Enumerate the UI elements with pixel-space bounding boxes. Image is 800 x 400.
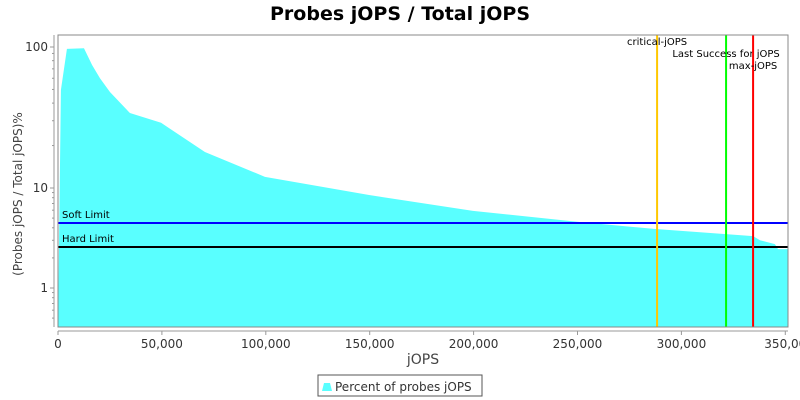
y-tick-label: 1 (40, 281, 48, 295)
x-tick-label: 200,000 (449, 337, 499, 351)
x-tick-label: 300,000 (657, 337, 707, 351)
limit-label: Soft Limit (62, 210, 110, 221)
marker-label: critical-jOPS (627, 37, 687, 48)
marker-label: Last Success for jOPS (672, 49, 779, 60)
y-tick-label: 100 (25, 40, 48, 54)
marker-label: max-jOPS (729, 61, 777, 72)
x-tick-label: 250,000 (553, 337, 603, 351)
area-series (58, 48, 788, 327)
x-tick-label: 50,000 (141, 337, 183, 351)
legend: Percent of probes jOPS (317, 374, 483, 397)
limit-label: Hard Limit (62, 234, 114, 245)
chart-title: Probes jOPS / Total jOPS (270, 3, 530, 25)
legend-swatch-icon (322, 383, 332, 391)
x-axis-label: jOPS (406, 352, 439, 368)
x-tick-label: 0 (54, 337, 62, 351)
x-tick-label: 350,00 (764, 337, 800, 351)
legend-box (317, 374, 483, 397)
y-tick-label: 10 (33, 181, 48, 195)
legend-label: Percent of probes jOPS (335, 380, 472, 394)
plot-border (57, 34, 789, 328)
x-tick-label: 100,000 (241, 337, 291, 351)
y-axis-label: (Probes jOPS / Total jOPS)% (11, 112, 25, 276)
x-tick-label: 150,000 (345, 337, 395, 351)
